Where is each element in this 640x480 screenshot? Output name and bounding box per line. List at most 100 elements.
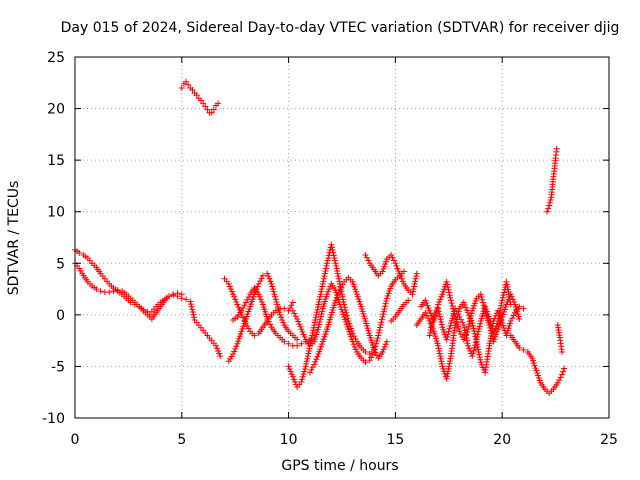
data-point [394,265,401,272]
data-point [317,313,324,320]
data-point [272,307,279,314]
data-point [447,322,454,329]
data-point [395,268,402,275]
series-cluster-a [413,299,527,382]
data-point [546,202,553,209]
data-point [331,257,338,264]
data-point [510,312,517,319]
data-point [256,293,263,300]
data-point [477,359,484,366]
data-point [187,301,194,308]
data-point [376,327,383,334]
data-point [362,348,369,355]
x-tick-label: 25 [600,432,618,448]
data-point [315,301,322,308]
data-point [231,348,238,355]
y-tick-label: 20 [47,102,65,118]
data-point [390,257,397,264]
y-tick-label: 0 [56,308,65,324]
data-point [318,286,325,293]
data-point [344,315,351,322]
data-point [389,254,396,261]
data-point [496,310,503,317]
data-point [301,368,308,375]
data-point [93,286,100,293]
data-point [294,315,301,322]
data-point [313,356,320,363]
data-point [380,311,387,318]
data-point [452,305,459,312]
data-point [280,319,287,326]
data-point [314,304,321,311]
data-point [311,319,318,326]
data-point [438,321,445,328]
data-point [317,316,324,323]
data-point [278,314,285,321]
data-point [336,278,343,285]
data-point [520,305,527,312]
data-point [217,353,224,360]
data-point [225,280,232,287]
data-point [474,331,481,338]
x-tick-label: 0 [71,432,80,448]
data-point [473,336,480,343]
data-point [516,344,523,351]
data-point [400,268,407,275]
data-point [298,326,305,333]
data-point [269,283,276,290]
data-point [392,260,399,267]
data-point [373,337,380,344]
data-point [279,317,286,324]
data-point [322,265,329,272]
data-point [244,296,251,303]
data-point [464,340,471,347]
data-point [380,308,387,315]
series-arc-a [72,246,224,360]
data-point [316,321,323,328]
data-point [500,292,507,299]
data-point [237,309,244,316]
data-point [427,329,434,336]
y-tick-label: 15 [47,153,65,169]
data-point [477,356,484,363]
data-point [436,313,443,320]
data-point [379,313,386,320]
data-point [317,291,324,298]
data-point [226,283,233,290]
data-point [498,299,505,306]
data-point [324,291,331,298]
data-point [317,293,324,300]
data-point [432,309,439,316]
data-point [267,278,274,285]
data-point [507,301,514,308]
data-point [470,325,477,332]
data-point [382,303,389,310]
data-point [188,303,195,310]
data-point [445,286,452,293]
data-point [309,332,316,339]
data-point [215,347,222,354]
data-point [448,300,455,307]
data-point [507,318,514,325]
data-point [371,346,378,353]
data-point [323,262,330,269]
data-point [277,311,284,318]
data-point [200,100,207,107]
data-point [422,297,429,304]
data-point [349,330,356,337]
data-point [310,324,317,331]
data-point [447,297,454,304]
data-point [476,326,483,333]
data-point [436,310,443,317]
data-point [285,340,292,347]
data-point [193,92,200,99]
series-arc-j [362,252,420,298]
data-point [497,305,504,312]
data-point [301,334,308,341]
series-arc-n [554,322,566,355]
data-point [316,298,323,305]
data-point [268,280,275,287]
data-point [97,288,104,295]
data-point [466,320,473,327]
data-point [257,278,264,285]
